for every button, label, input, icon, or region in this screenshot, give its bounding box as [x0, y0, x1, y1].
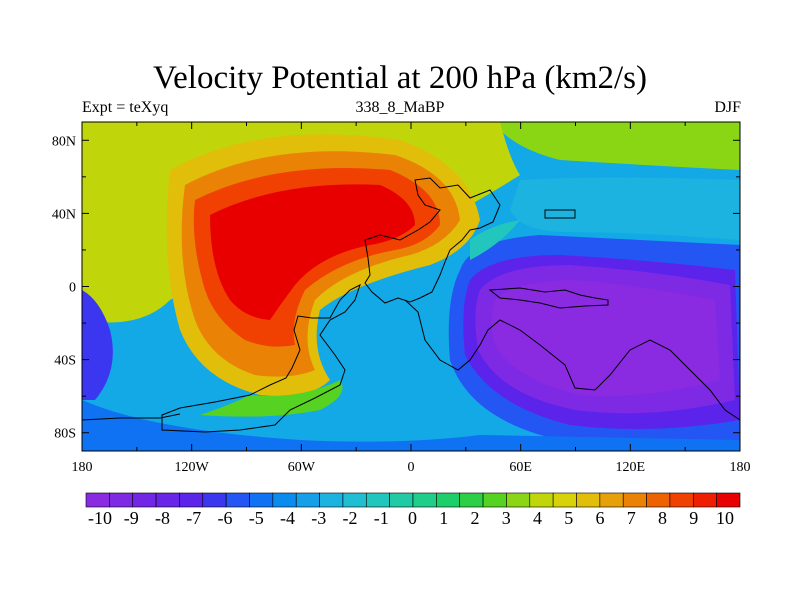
colorbar-swatch	[482, 492, 507, 508]
colorbar-label: -4	[280, 508, 295, 528]
colorbar-label: -8	[155, 508, 170, 528]
lat-tick-label: 40N	[52, 207, 76, 222]
colorbar-swatch	[365, 492, 390, 508]
lon-tick-label: 120E	[616, 460, 646, 475]
colorbar-label: 4	[533, 508, 542, 528]
colorbar-swatch	[342, 492, 367, 508]
colorbar-swatch	[599, 492, 624, 508]
colorbar-swatch	[155, 492, 180, 508]
colorbar-swatch	[179, 492, 204, 508]
colorbar-swatch	[109, 492, 134, 508]
lat-tick-label: 80N	[52, 134, 76, 149]
lat-tick-label: 80S	[54, 427, 76, 442]
colorbar-swatch	[506, 492, 531, 508]
chart-title: Velocity Potential at 200 hPa (km2/s)	[152, 60, 648, 96]
colorbar-label: -2	[343, 508, 358, 528]
colorbar-swatch	[249, 492, 274, 508]
colorbar-label: 6	[596, 508, 605, 528]
lat-tick-label: 40S	[54, 354, 76, 369]
colorbar-label: -3	[311, 508, 326, 528]
contour-field	[82, 122, 740, 451]
coastlines	[82, 177, 740, 433]
lon-tick-label: 60W	[288, 460, 316, 475]
lon-tick-label: 120W	[175, 460, 210, 475]
colorbar-label: 9	[689, 508, 698, 528]
colorbar-label: -6	[218, 508, 233, 528]
colorbar-label: 0	[408, 508, 417, 528]
colorbar-swatch	[622, 492, 647, 508]
colorbar-swatch	[295, 492, 320, 508]
colorbar-swatch	[319, 492, 344, 508]
colorbar-swatch	[669, 492, 694, 508]
colorbar-label: 5	[564, 508, 573, 528]
colorbar-label: 7	[627, 508, 636, 528]
colorbar-swatch	[692, 492, 717, 508]
colorbar-swatch	[716, 492, 741, 508]
lon-tick-label: 60E	[509, 460, 532, 475]
longitude-axis: 180 120W 60W 0 60E 120E 180	[72, 122, 751, 475]
experiment-label: Expt = teXyq	[82, 99, 169, 116]
colorbar: -10 -9 -8 -7 -6 -5 -4 -3 -2 -1 0 1 2 3 4 5 6 7 8 9 10	[85, 492, 741, 528]
colorbar-swatch	[552, 492, 577, 508]
colorbar-swatch	[85, 492, 110, 508]
lon-tick-label: 180	[72, 460, 93, 475]
colorbar-label: -5	[249, 508, 264, 528]
colorbar-label: 10	[716, 508, 734, 528]
colorbar-swatch	[576, 492, 601, 508]
colorbar-label: -1	[374, 508, 389, 528]
colorbar-swatch	[412, 492, 437, 508]
colorbar-label: 1	[439, 508, 448, 528]
colorbar-label: -10	[88, 508, 112, 528]
latitude-axis: 80N 40N 0 40S 80S	[52, 134, 740, 442]
lat-tick-label: 0	[69, 281, 76, 296]
colorbar-swatch	[225, 492, 250, 508]
colorbar-swatch	[529, 492, 554, 508]
colorbar-label: 8	[658, 508, 667, 528]
colorbar-swatch	[646, 492, 671, 508]
colorbar-swatch	[202, 492, 227, 508]
lon-tick-label: 180	[730, 460, 751, 475]
colorbar-label: -9	[124, 508, 139, 528]
lon-tick-label: 0	[408, 460, 415, 475]
season-label: DJF	[714, 99, 741, 116]
colorbar-swatch	[459, 492, 484, 508]
colorbar-swatch	[272, 492, 297, 508]
colorbar-swatch	[389, 492, 414, 508]
colorbar-swatch	[436, 492, 461, 508]
colorbar-label: 2	[471, 508, 480, 528]
colorbar-label: -7	[186, 508, 201, 528]
period-label: 338_8_MaBP	[355, 99, 445, 116]
colorbar-swatch	[132, 492, 157, 508]
colorbar-label: 3	[502, 508, 511, 528]
